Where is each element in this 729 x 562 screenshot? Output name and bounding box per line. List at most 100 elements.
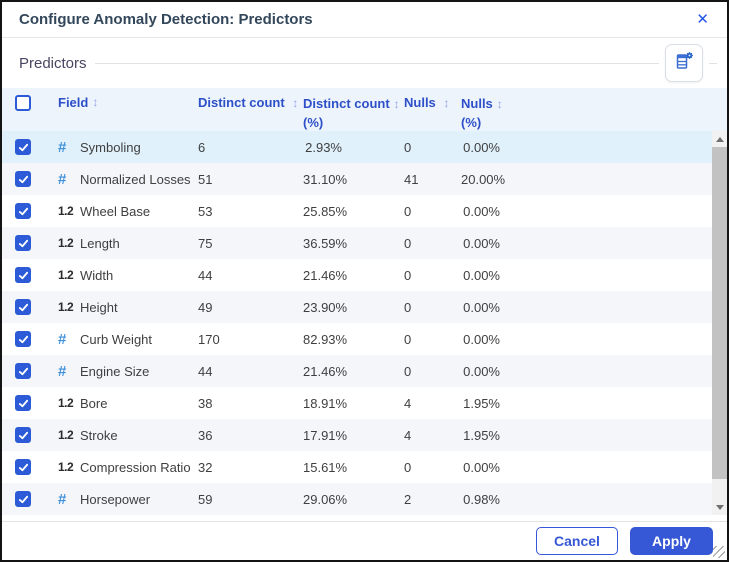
distinct-count-value: 49 bbox=[198, 299, 213, 315]
nulls-value: 0 bbox=[404, 235, 412, 251]
distinct-count-pct-value: 2.93% bbox=[305, 139, 342, 155]
row-checkbox[interactable] bbox=[15, 299, 31, 315]
check-icon bbox=[18, 143, 28, 151]
nulls-pct-value: 1.95% bbox=[463, 427, 500, 443]
nulls-pct-value: 0.00% bbox=[463, 235, 500, 251]
field-type-icon: 1.2 bbox=[58, 428, 74, 442]
close-icon[interactable]: ✕ bbox=[696, 11, 709, 28]
sort-icon[interactable]: ↕ bbox=[292, 96, 299, 110]
distinct-count-pct-value: 25.85% bbox=[303, 203, 348, 219]
distinct-count-value: 53 bbox=[198, 203, 213, 219]
distinct-count-value: 44 bbox=[198, 363, 213, 379]
check-icon bbox=[18, 239, 28, 247]
nulls-value: 4 bbox=[404, 427, 412, 443]
scroll-up-button[interactable] bbox=[712, 131, 727, 147]
nulls-value: 41 bbox=[404, 171, 419, 187]
field-type-icon: # bbox=[58, 170, 67, 188]
header-field[interactable]: Field ↕ bbox=[58, 95, 99, 110]
vertical-scrollbar[interactable] bbox=[712, 131, 727, 515]
nulls-value: 2 bbox=[404, 491, 412, 507]
table-row[interactable]: 1.2 Height 49 23.90% 0 0.00% bbox=[2, 291, 727, 323]
field-type-icon: 1.2 bbox=[58, 300, 74, 314]
distinct-count-pct-value: 21.46% bbox=[303, 267, 348, 283]
row-checkbox[interactable] bbox=[15, 171, 31, 187]
table-row[interactable]: 1.2 Width 44 21.46% 0 0.00% bbox=[2, 259, 727, 291]
nulls-pct-value: 0.00% bbox=[463, 139, 500, 155]
sort-icon[interactable]: ↕ bbox=[92, 95, 99, 109]
field-type-icon: # bbox=[58, 362, 67, 380]
distinct-count-pct-value: 31.10% bbox=[303, 171, 348, 187]
apply-button[interactable]: Apply bbox=[630, 527, 713, 555]
scrollbar-track[interactable] bbox=[712, 479, 727, 499]
table-row[interactable]: # Normalized Losses 51 31.10% 41 20.00% bbox=[2, 163, 727, 195]
select-all-checkbox[interactable] bbox=[15, 95, 31, 111]
table-gear-icon bbox=[673, 50, 695, 77]
field-name: Bore bbox=[80, 395, 108, 411]
distinct-count-pct-value: 29.06% bbox=[303, 491, 348, 507]
table-row[interactable]: # Symboling 6 2.93% 0 0.00% bbox=[2, 131, 727, 163]
table-row[interactable]: # Curb Weight 170 82.93% 0 0.00% bbox=[2, 323, 727, 355]
nulls-value: 0 bbox=[404, 267, 412, 283]
field-type-icon: 1.2 bbox=[58, 396, 74, 410]
field-name: Wheel Base bbox=[80, 203, 151, 219]
field-name: Curb Weight bbox=[80, 331, 153, 347]
field-name: Horsepower bbox=[80, 491, 151, 507]
header-nulls-pct[interactable]: Nulls ↕ (%) bbox=[461, 96, 503, 130]
header-distinct-count-pct[interactable]: Distinct count ↕ (%) bbox=[303, 96, 400, 130]
sort-icon[interactable]: ↕ bbox=[443, 96, 450, 110]
table-settings-button[interactable] bbox=[665, 44, 703, 82]
sort-icon[interactable]: ↕ bbox=[496, 97, 503, 111]
field-name: Stroke bbox=[80, 427, 118, 443]
table-row[interactable]: 1.2 Stroke 36 17.91% 4 1.95% bbox=[2, 419, 727, 451]
distinct-count-value: 38 bbox=[198, 395, 213, 411]
table-row[interactable]: 1.2 Wheel Base 53 25.85% 0 0.00% bbox=[2, 195, 727, 227]
nulls-value: 4 bbox=[404, 395, 412, 411]
field-name: Height bbox=[80, 299, 118, 315]
row-checkbox[interactable] bbox=[15, 203, 31, 219]
scroll-up-icon bbox=[715, 136, 724, 142]
distinct-count-value: 36 bbox=[198, 427, 213, 443]
row-checkbox[interactable] bbox=[15, 459, 31, 475]
header-nulls[interactable]: Nulls ↕ bbox=[404, 95, 450, 110]
row-checkbox[interactable] bbox=[15, 267, 31, 283]
row-checkbox[interactable] bbox=[15, 235, 31, 251]
header-distinct-count[interactable]: Distinct count ↕ bbox=[198, 95, 299, 110]
distinct-count-value: 32 bbox=[198, 459, 213, 475]
check-icon bbox=[18, 335, 28, 343]
field-type-icon: 1.2 bbox=[58, 236, 74, 250]
check-icon bbox=[18, 367, 28, 375]
table-row[interactable]: 1.2 Compression Ratio 32 15.61% 0 0.00% bbox=[2, 451, 727, 483]
sort-icon[interactable]: ↕ bbox=[393, 97, 400, 111]
field-name: Symboling bbox=[80, 139, 141, 155]
distinct-count-pct-value: 23.90% bbox=[303, 299, 348, 315]
distinct-count-pct-value: 82.93% bbox=[303, 331, 348, 347]
field-type-icon: 1.2 bbox=[58, 204, 74, 218]
distinct-count-pct-value: 21.46% bbox=[303, 363, 348, 379]
resize-grip[interactable] bbox=[713, 546, 725, 558]
table-row[interactable]: # Horsepower 59 29.06% 2 0.98% bbox=[2, 483, 727, 515]
row-checkbox[interactable] bbox=[15, 427, 31, 443]
nulls-value: 0 bbox=[404, 139, 412, 155]
cancel-button[interactable]: Cancel bbox=[536, 527, 618, 555]
row-checkbox[interactable] bbox=[15, 331, 31, 347]
row-checkbox[interactable] bbox=[15, 395, 31, 411]
check-icon bbox=[18, 271, 28, 279]
row-checkbox[interactable] bbox=[15, 363, 31, 379]
nulls-value: 0 bbox=[404, 459, 412, 475]
table-row[interactable]: # Engine Size 44 21.46% 0 0.00% bbox=[2, 355, 727, 387]
check-icon bbox=[18, 495, 28, 503]
predictors-label: Predictors bbox=[19, 54, 87, 72]
field-type-icon: # bbox=[58, 138, 67, 156]
scroll-down-icon bbox=[715, 504, 724, 510]
dialog-title: Configure Anomaly Detection: Predictors bbox=[19, 11, 313, 28]
row-checkbox[interactable] bbox=[15, 139, 31, 155]
check-icon bbox=[18, 175, 28, 183]
distinct-count-pct-value: 15.61% bbox=[303, 459, 348, 475]
table-row[interactable]: 1.2 Bore 38 18.91% 4 1.95% bbox=[2, 387, 727, 419]
row-checkbox[interactable] bbox=[15, 491, 31, 507]
field-name: Width bbox=[80, 267, 114, 283]
nulls-pct-value: 0.00% bbox=[463, 331, 500, 347]
scroll-down-button[interactable] bbox=[712, 499, 727, 515]
scrollbar-thumb[interactable] bbox=[712, 147, 727, 479]
table-row[interactable]: 1.2 Length 75 36.59% 0 0.00% bbox=[2, 227, 727, 259]
